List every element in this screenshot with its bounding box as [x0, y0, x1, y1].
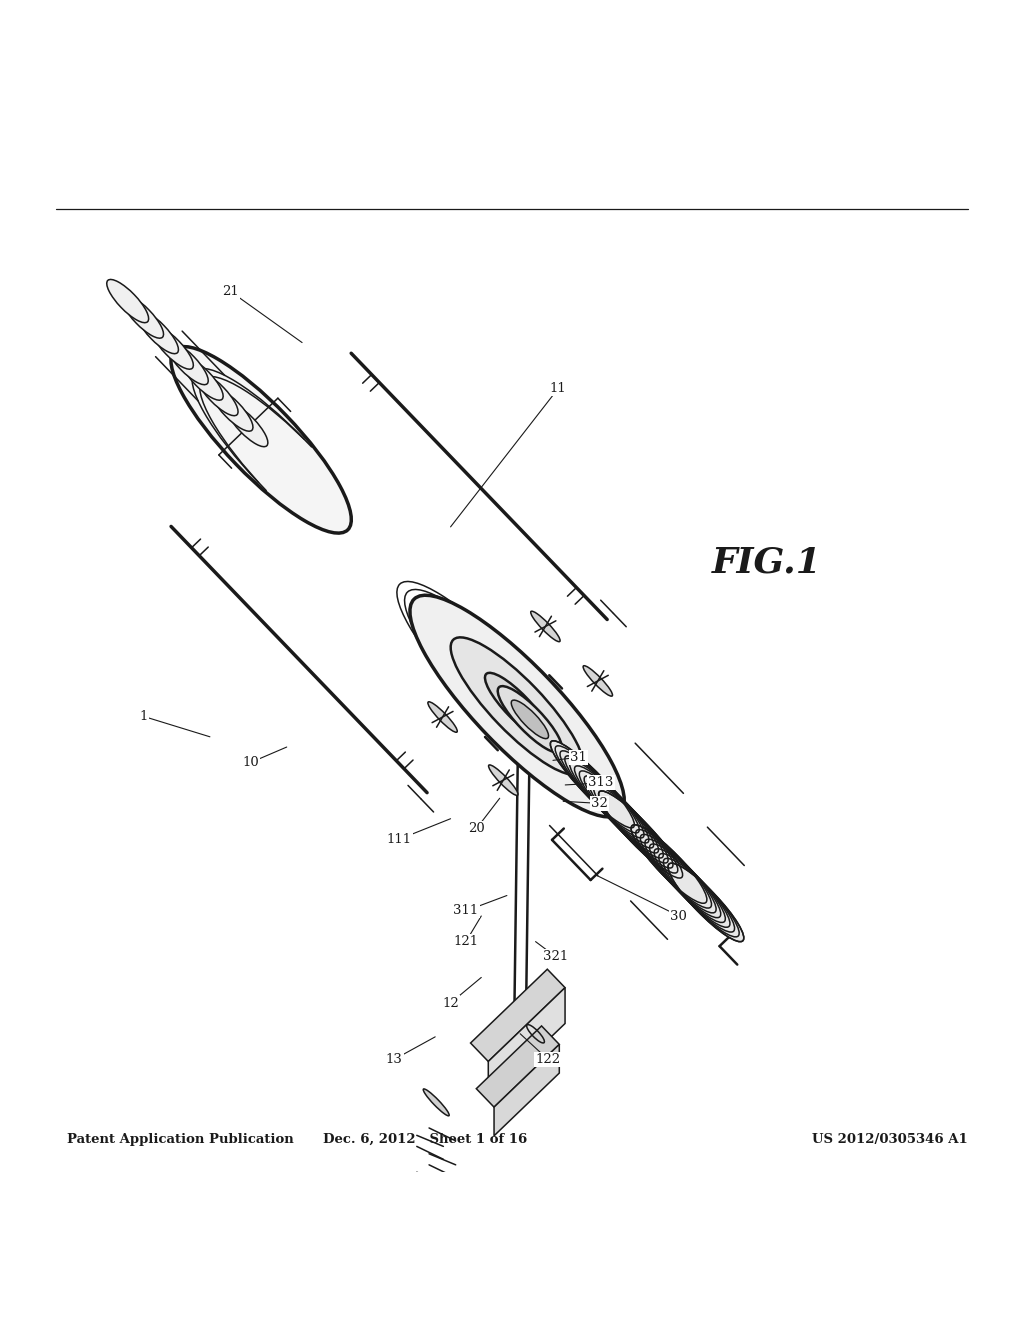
Text: 12: 12 [442, 997, 459, 1010]
Ellipse shape [423, 1089, 450, 1115]
Ellipse shape [485, 673, 549, 739]
Text: 30: 30 [671, 909, 687, 923]
Text: 13: 13 [386, 1053, 402, 1065]
Ellipse shape [152, 326, 194, 370]
Text: 1: 1 [139, 710, 147, 723]
Ellipse shape [211, 388, 253, 432]
Ellipse shape [511, 700, 549, 739]
Ellipse shape [428, 702, 458, 733]
Text: 313: 313 [589, 776, 613, 789]
Ellipse shape [530, 611, 560, 642]
Text: 10: 10 [243, 756, 259, 768]
Ellipse shape [166, 342, 208, 384]
Ellipse shape [156, 330, 182, 358]
Polygon shape [476, 1026, 559, 1107]
Ellipse shape [668, 863, 743, 941]
Ellipse shape [197, 372, 238, 416]
Ellipse shape [498, 686, 562, 752]
Ellipse shape [524, 714, 563, 754]
Ellipse shape [136, 310, 178, 354]
Polygon shape [488, 987, 565, 1097]
Text: Dec. 6, 2012   Sheet 1 of 16: Dec. 6, 2012 Sheet 1 of 16 [323, 1133, 527, 1146]
Text: 122: 122 [536, 1053, 560, 1065]
Ellipse shape [181, 356, 223, 400]
Text: 321: 321 [544, 950, 568, 964]
Text: 311: 311 [454, 904, 478, 917]
Ellipse shape [488, 764, 518, 796]
Ellipse shape [122, 294, 164, 338]
Ellipse shape [599, 791, 683, 878]
Text: 111: 111 [387, 833, 412, 846]
Ellipse shape [410, 595, 625, 817]
Text: 31: 31 [570, 751, 587, 764]
Text: 121: 121 [454, 935, 478, 948]
Text: 11: 11 [550, 383, 566, 395]
Text: 32: 32 [591, 797, 607, 810]
Ellipse shape [550, 741, 634, 828]
Text: US 2012/0305346 A1: US 2012/0305346 A1 [812, 1133, 968, 1146]
Ellipse shape [106, 280, 148, 322]
Text: Patent Application Publication: Patent Application Publication [67, 1133, 293, 1146]
Ellipse shape [631, 825, 707, 903]
Polygon shape [494, 1044, 559, 1135]
Text: 20: 20 [468, 822, 484, 836]
Text: FIG.1: FIG.1 [712, 545, 821, 579]
Polygon shape [471, 969, 565, 1061]
Ellipse shape [451, 638, 584, 775]
Ellipse shape [583, 665, 612, 696]
Ellipse shape [226, 404, 268, 446]
Ellipse shape [171, 347, 351, 533]
Text: 21: 21 [222, 285, 239, 298]
